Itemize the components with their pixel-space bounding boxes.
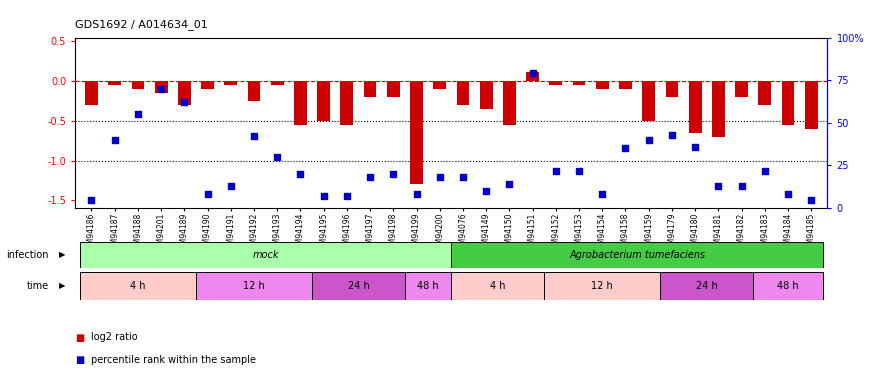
Bar bbox=[434, 81, 446, 89]
Bar bbox=[573, 81, 586, 85]
Point bbox=[363, 174, 377, 180]
Point bbox=[642, 137, 656, 143]
Text: ■: ■ bbox=[75, 333, 84, 342]
Point bbox=[688, 144, 702, 150]
Text: time: time bbox=[27, 281, 49, 291]
Point bbox=[503, 181, 517, 187]
Bar bbox=[201, 81, 214, 89]
Point bbox=[479, 188, 493, 194]
Bar bbox=[248, 81, 260, 101]
Bar bbox=[317, 81, 330, 121]
Bar bbox=[364, 81, 376, 97]
Text: 24 h: 24 h bbox=[348, 281, 369, 291]
Bar bbox=[451, 242, 823, 268]
Bar bbox=[387, 81, 400, 97]
Text: ■: ■ bbox=[75, 355, 84, 365]
Bar bbox=[405, 272, 451, 300]
Point bbox=[247, 134, 261, 140]
Text: 48 h: 48 h bbox=[777, 281, 799, 291]
Bar bbox=[155, 81, 167, 93]
Bar bbox=[312, 272, 405, 300]
Bar bbox=[544, 272, 660, 300]
Bar bbox=[294, 81, 307, 125]
Text: 12 h: 12 h bbox=[243, 281, 265, 291]
Text: log2 ratio: log2 ratio bbox=[91, 333, 138, 342]
Bar bbox=[178, 81, 191, 105]
Text: ▶: ▶ bbox=[59, 251, 65, 260]
Point bbox=[549, 168, 563, 174]
Bar bbox=[503, 81, 516, 125]
Bar bbox=[225, 81, 237, 85]
Bar bbox=[108, 81, 121, 85]
Bar bbox=[80, 272, 196, 300]
Bar bbox=[804, 81, 818, 129]
Point bbox=[758, 168, 772, 174]
Bar bbox=[596, 81, 609, 89]
Bar bbox=[132, 81, 144, 89]
Point bbox=[410, 192, 424, 198]
Bar bbox=[660, 272, 753, 300]
Text: 4 h: 4 h bbox=[130, 281, 146, 291]
Point bbox=[270, 154, 284, 160]
Bar bbox=[527, 72, 539, 81]
Bar bbox=[451, 272, 544, 300]
Point bbox=[154, 86, 168, 92]
Text: 12 h: 12 h bbox=[591, 281, 613, 291]
Point bbox=[340, 193, 354, 199]
Text: 24 h: 24 h bbox=[696, 281, 718, 291]
Point bbox=[317, 193, 331, 199]
Bar bbox=[550, 81, 562, 85]
Point bbox=[224, 183, 238, 189]
Point bbox=[131, 111, 145, 117]
Point bbox=[201, 192, 215, 198]
Bar bbox=[271, 81, 283, 85]
Bar bbox=[457, 81, 469, 105]
Bar bbox=[80, 242, 451, 268]
Point bbox=[596, 192, 610, 198]
Point bbox=[572, 168, 586, 174]
Point bbox=[619, 146, 633, 152]
Point bbox=[386, 171, 400, 177]
Text: percentile rank within the sample: percentile rank within the sample bbox=[91, 355, 256, 365]
Bar bbox=[689, 81, 702, 133]
Text: 4 h: 4 h bbox=[490, 281, 505, 291]
Point bbox=[526, 70, 540, 76]
Text: Agrobacterium tumefaciens: Agrobacterium tumefaciens bbox=[569, 250, 705, 260]
Bar bbox=[758, 81, 771, 105]
Point bbox=[712, 183, 726, 189]
Text: infection: infection bbox=[6, 250, 49, 260]
Bar bbox=[85, 81, 98, 105]
Bar bbox=[620, 81, 632, 89]
Bar bbox=[666, 81, 678, 97]
Bar bbox=[410, 81, 423, 184]
Point bbox=[108, 137, 122, 143]
Bar bbox=[781, 81, 795, 125]
Point bbox=[735, 183, 749, 189]
Point bbox=[177, 99, 191, 105]
Bar bbox=[643, 81, 655, 121]
Point bbox=[781, 192, 795, 198]
Text: 48 h: 48 h bbox=[418, 281, 439, 291]
Bar bbox=[196, 272, 312, 300]
Bar bbox=[480, 81, 493, 109]
Text: ▶: ▶ bbox=[59, 281, 65, 290]
Point bbox=[665, 132, 679, 138]
Text: GDS1692 / A014634_01: GDS1692 / A014634_01 bbox=[75, 19, 208, 30]
Text: mock: mock bbox=[252, 250, 279, 260]
Point bbox=[804, 196, 819, 202]
Point bbox=[456, 174, 470, 180]
Bar bbox=[341, 81, 353, 125]
Bar bbox=[712, 81, 725, 137]
Bar bbox=[753, 272, 823, 300]
Point bbox=[84, 196, 98, 202]
Point bbox=[433, 174, 447, 180]
Point bbox=[293, 171, 307, 177]
Bar bbox=[735, 81, 748, 97]
